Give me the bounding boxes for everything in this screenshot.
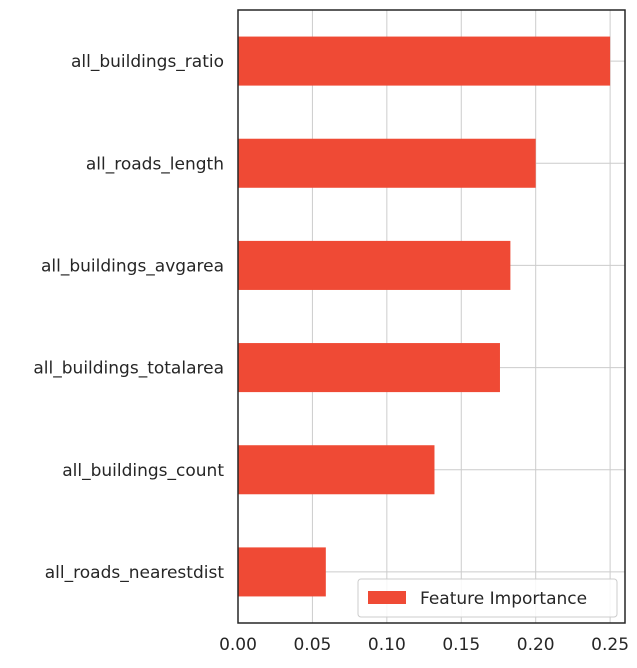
legend-box (357, 578, 618, 618)
y-tick-label: all_buildings_ratio (71, 52, 224, 72)
bar-all-roads-nearestdist (238, 547, 326, 597)
y-tick-label: all_buildings_avgarea (41, 256, 224, 276)
grid-lines (237, 10, 625, 623)
legend-swatch (368, 591, 406, 604)
bar-all-buildings-ratio (238, 36, 611, 86)
legend-label: Feature Importance (420, 589, 587, 609)
legend: Feature Importance (357, 578, 618, 618)
x-tick-label: 0.15 (442, 635, 480, 655)
bar-all-buildings-count (238, 445, 435, 495)
y-tick-labels: all_roads_nearestdist all_buildings_count… (33, 52, 224, 583)
y-tick-label: all_buildings_totalarea (33, 359, 224, 379)
y-tick-label: all_buildings_count (62, 461, 224, 481)
bar-all-roads-length (238, 138, 536, 188)
x-tick-label: 0.05 (293, 635, 331, 655)
y-tick-label: all_roads_nearestdist (45, 563, 225, 583)
x-tick-labels: 0.00 0.05 0.10 0.15 0.20 0.25 (219, 635, 629, 655)
x-tick-label: 0.20 (517, 635, 555, 655)
plot-frame (237, 9, 626, 624)
bar-all-buildings-avgarea (238, 240, 511, 290)
x-tick-label: 0.25 (591, 635, 629, 655)
bar-all-buildings-totalarea (238, 343, 500, 393)
x-tick-label: 0.00 (219, 635, 257, 655)
y-tick-label: all_roads_length (86, 154, 224, 174)
x-tick-label: 0.10 (368, 635, 406, 655)
bars (238, 36, 611, 597)
